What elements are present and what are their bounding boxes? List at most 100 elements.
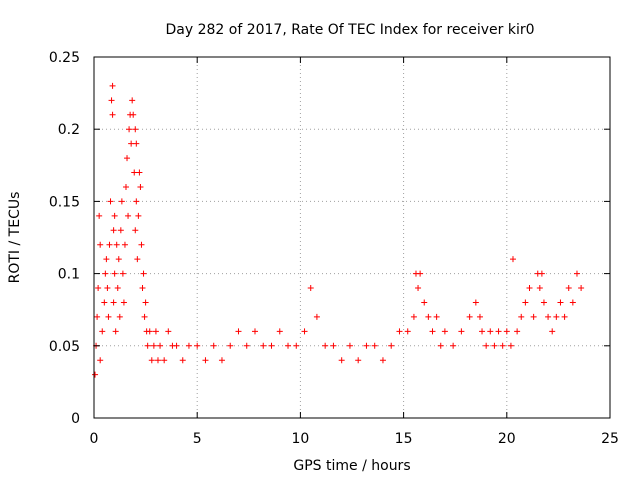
data-point (466, 313, 473, 320)
data-point (134, 256, 141, 263)
data-point (301, 328, 308, 335)
data-point (128, 140, 135, 147)
data-point (322, 342, 329, 349)
data-point (161, 357, 168, 364)
data-point (293, 342, 300, 349)
data-point (99, 328, 106, 335)
data-point (495, 328, 502, 335)
data-point (514, 328, 521, 335)
data-point (104, 285, 111, 292)
data-point (109, 82, 116, 89)
data-point (536, 285, 543, 292)
data-point (110, 299, 117, 306)
data-point (141, 313, 148, 320)
data-point (569, 299, 576, 306)
data-point (417, 270, 424, 277)
data-point (458, 328, 465, 335)
data-point (526, 285, 533, 292)
data-point (111, 212, 118, 219)
data-point (133, 198, 140, 205)
data-point (136, 169, 143, 176)
data-point (116, 313, 123, 320)
data-point (133, 140, 140, 147)
data-point (421, 299, 428, 306)
data-point (132, 227, 139, 234)
data-point (125, 212, 132, 219)
y-tick-label: 0.25 (49, 50, 80, 66)
data-point (483, 342, 490, 349)
data-point (437, 342, 444, 349)
y-tick-label: 0.1 (58, 267, 80, 283)
data-point (487, 328, 494, 335)
data-point (518, 313, 525, 320)
data-point (243, 342, 250, 349)
data-point (540, 299, 547, 306)
data-marks (92, 82, 585, 378)
data-point (425, 313, 432, 320)
data-point (227, 342, 234, 349)
x-tick-label: 10 (291, 431, 309, 447)
data-point (276, 328, 283, 335)
data-point (530, 313, 537, 320)
data-point (97, 357, 104, 364)
data-point (553, 313, 560, 320)
data-point (450, 342, 457, 349)
data-point (307, 285, 314, 292)
data-point (503, 328, 510, 335)
data-point (202, 357, 209, 364)
data-point (218, 357, 225, 364)
data-point (118, 198, 125, 205)
data-point (140, 270, 147, 277)
data-point (346, 342, 353, 349)
data-point (130, 111, 137, 118)
x-tick-label: 25 (601, 431, 619, 447)
data-point (371, 342, 378, 349)
data-point (124, 155, 131, 162)
x-tick-label: 15 (395, 431, 413, 447)
data-point (152, 328, 159, 335)
data-point (578, 285, 585, 292)
data-point (122, 183, 129, 190)
data-point (105, 313, 112, 320)
x-tick-label: 0 (90, 431, 99, 447)
data-point (260, 342, 267, 349)
data-point (251, 328, 258, 335)
data-point (410, 313, 417, 320)
data-point (96, 212, 103, 219)
plot-frame (93, 56, 611, 419)
y-tick-label: 0.2 (58, 122, 80, 138)
data-point (142, 299, 149, 306)
data-point (135, 212, 142, 219)
data-point (210, 342, 217, 349)
data-point (120, 299, 127, 306)
data-point (138, 241, 145, 248)
data-point (522, 299, 529, 306)
data-point (509, 256, 516, 263)
grid (94, 57, 610, 418)
data-point (472, 299, 479, 306)
data-point (131, 169, 138, 176)
axis-ticks: 0 5 10 15 20 25 0 0.05 0.1 0.15 0.2 0.25 (49, 50, 619, 447)
data-point (549, 328, 556, 335)
data-point (154, 357, 161, 364)
x-axis-label: GPS time / hours (293, 458, 410, 474)
data-point (194, 342, 201, 349)
data-point (110, 227, 117, 234)
data-point (185, 342, 192, 349)
data-point (111, 270, 118, 277)
data-point (112, 328, 119, 335)
data-point (157, 342, 164, 349)
data-point (119, 270, 126, 277)
data-point (179, 357, 186, 364)
data-point (545, 313, 552, 320)
data-point (109, 111, 116, 118)
data-point (129, 97, 136, 104)
data-point (441, 328, 448, 335)
data-point (433, 313, 440, 320)
data-point (396, 328, 403, 335)
data-point (146, 328, 153, 335)
data-point (338, 357, 345, 364)
data-point (355, 357, 362, 364)
